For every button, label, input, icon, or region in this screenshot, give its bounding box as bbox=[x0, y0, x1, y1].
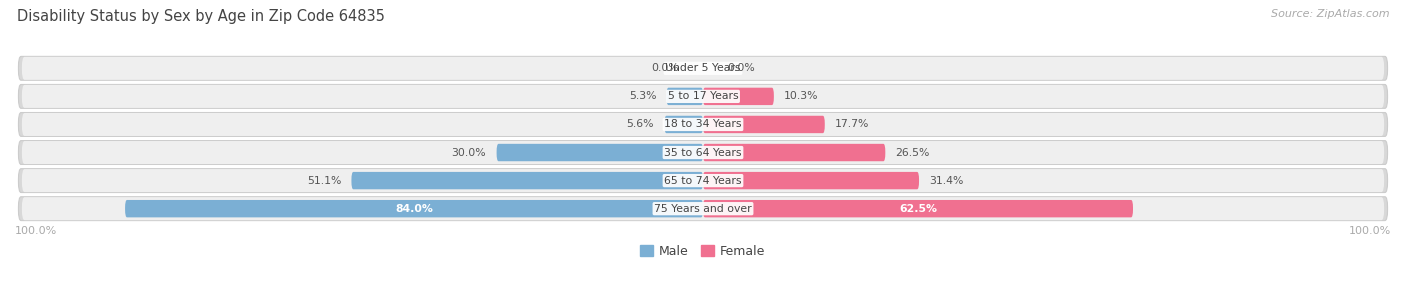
Text: 65 to 74 Years: 65 to 74 Years bbox=[664, 176, 742, 186]
FancyBboxPatch shape bbox=[22, 113, 1384, 136]
FancyBboxPatch shape bbox=[703, 200, 1133, 217]
FancyBboxPatch shape bbox=[666, 88, 703, 105]
Text: 100.0%: 100.0% bbox=[1348, 226, 1391, 236]
FancyBboxPatch shape bbox=[125, 200, 703, 217]
Text: 75 Years and over: 75 Years and over bbox=[654, 204, 752, 214]
Text: 10.3%: 10.3% bbox=[785, 92, 818, 102]
Text: Under 5 Years: Under 5 Years bbox=[665, 63, 741, 73]
Text: 30.0%: 30.0% bbox=[451, 147, 486, 157]
FancyBboxPatch shape bbox=[703, 144, 886, 161]
Text: 84.0%: 84.0% bbox=[395, 204, 433, 214]
Text: 17.7%: 17.7% bbox=[835, 119, 869, 130]
FancyBboxPatch shape bbox=[18, 112, 1388, 136]
FancyBboxPatch shape bbox=[703, 172, 920, 189]
Text: 18 to 34 Years: 18 to 34 Years bbox=[664, 119, 742, 130]
FancyBboxPatch shape bbox=[18, 57, 1388, 80]
FancyBboxPatch shape bbox=[22, 169, 1384, 192]
FancyBboxPatch shape bbox=[22, 57, 1384, 80]
Text: Disability Status by Sex by Age in Zip Code 64835: Disability Status by Sex by Age in Zip C… bbox=[17, 9, 385, 24]
Text: 31.4%: 31.4% bbox=[929, 176, 963, 186]
Legend: Male, Female: Male, Female bbox=[641, 244, 765, 257]
Text: Source: ZipAtlas.com: Source: ZipAtlas.com bbox=[1271, 9, 1389, 19]
FancyBboxPatch shape bbox=[22, 85, 1384, 108]
Text: 5.6%: 5.6% bbox=[627, 119, 654, 130]
FancyBboxPatch shape bbox=[22, 141, 1384, 164]
FancyBboxPatch shape bbox=[18, 197, 1388, 221]
Text: 0.0%: 0.0% bbox=[651, 63, 679, 73]
Text: 0.0%: 0.0% bbox=[727, 63, 755, 73]
Text: 5.3%: 5.3% bbox=[628, 92, 657, 102]
FancyBboxPatch shape bbox=[703, 88, 773, 105]
Text: 51.1%: 51.1% bbox=[307, 176, 342, 186]
FancyBboxPatch shape bbox=[18, 169, 1388, 192]
Text: 100.0%: 100.0% bbox=[15, 226, 58, 236]
FancyBboxPatch shape bbox=[496, 144, 703, 161]
Text: 35 to 64 Years: 35 to 64 Years bbox=[664, 147, 742, 157]
FancyBboxPatch shape bbox=[22, 197, 1384, 220]
Text: 62.5%: 62.5% bbox=[898, 204, 936, 214]
FancyBboxPatch shape bbox=[352, 172, 703, 189]
FancyBboxPatch shape bbox=[18, 141, 1388, 164]
FancyBboxPatch shape bbox=[665, 116, 703, 133]
Text: 26.5%: 26.5% bbox=[896, 147, 929, 157]
FancyBboxPatch shape bbox=[18, 85, 1388, 108]
Text: 5 to 17 Years: 5 to 17 Years bbox=[668, 92, 738, 102]
FancyBboxPatch shape bbox=[703, 116, 825, 133]
